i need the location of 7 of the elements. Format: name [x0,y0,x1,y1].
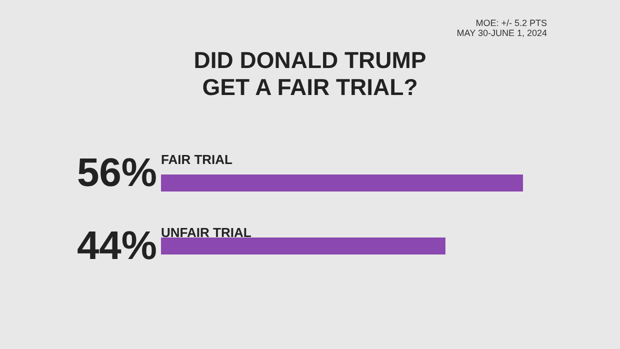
chart-title: DID DONALD TRUMP GET A FAIR TRIAL? [194,47,426,100]
data-label: 56% [76,151,157,195]
text: MOE: +/- 5.2 PTS [476,18,547,28]
y-tick-label: FAIR TRIAL [161,152,233,167]
data-label: 44% [76,224,157,268]
y-tick-label: UNFAIR TRIAL [161,225,252,240]
text: MAY 30-JUNE 1, 2024 [456,28,547,38]
